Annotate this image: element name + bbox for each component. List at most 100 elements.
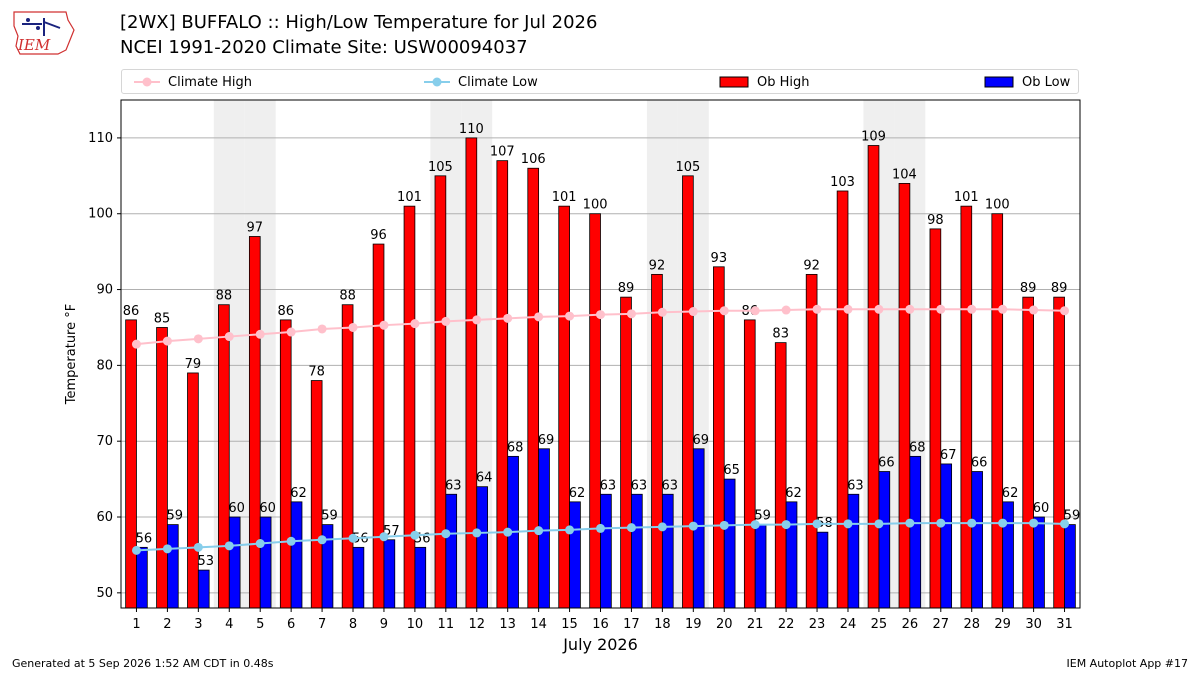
bar-ob-high [991, 213, 1004, 609]
x-tick-label: 14 [530, 617, 547, 632]
y-tick-label: 80 [96, 358, 113, 373]
bar-ob-high [496, 160, 509, 609]
label-ob-high: 79 [185, 357, 202, 372]
climate-low-point [719, 520, 729, 530]
legend-label-climate-high: Climate High [168, 74, 253, 90]
label-ob-low: 67 [940, 448, 957, 463]
bar-ob-high [403, 205, 416, 609]
x-tick-label: 7 [318, 617, 326, 632]
label-ob-low: 56 [136, 531, 153, 546]
x-tick-label: 6 [287, 617, 295, 632]
climate-high-point [843, 304, 853, 314]
bar-ob-low [971, 471, 983, 609]
label-ob-low: 58 [816, 516, 833, 531]
bar-ob-high [310, 380, 323, 609]
label-ob-high: 98 [927, 213, 944, 228]
x-tick-label: 15 [561, 617, 578, 632]
x-tick-label: 22 [778, 617, 795, 632]
label-ob-low: 63 [600, 478, 617, 493]
y-axis-label: Temperature °F [64, 304, 79, 405]
label-ob-low: 59 [1064, 509, 1081, 524]
label-ob-low: 68 [507, 440, 524, 455]
iem-logo-text: IEM [17, 36, 51, 54]
chart-subtitle: NCEI 1991-2020 Climate Site: USW00094037 [120, 37, 528, 58]
label-ob-low: 62 [290, 486, 307, 501]
x-tick-label: 5 [256, 617, 264, 632]
label-ob-low: 63 [662, 478, 679, 493]
climate-low-point [348, 533, 358, 543]
x-tick-label: 18 [654, 617, 671, 632]
climate-high-point [224, 332, 234, 342]
label-ob-high: 97 [247, 220, 264, 235]
bar-ob-low [538, 448, 550, 609]
label-ob-high: 105 [428, 160, 453, 175]
bar-ob-low [383, 539, 396, 609]
bar-ob-low [816, 531, 829, 609]
bar-ob-low [136, 546, 148, 609]
bar-ob-high [1053, 296, 1065, 609]
label-ob-low: 59 [167, 509, 184, 524]
climate-low-point [936, 518, 946, 528]
climate-high-point [472, 315, 482, 325]
bar-ob-high [960, 205, 973, 609]
label-ob-high: 103 [830, 175, 855, 190]
bar-ob-low [445, 493, 458, 609]
label-ob-high: 96 [370, 228, 387, 243]
bar-ob-high [279, 319, 292, 609]
bar-ob-high [867, 145, 880, 609]
bar-ob-high [774, 342, 787, 609]
climate-low-point [472, 528, 482, 538]
label-ob-low: 62 [1002, 486, 1019, 501]
x-tick-label: 23 [809, 617, 826, 632]
climate-high-point [596, 310, 605, 320]
y-tick-label: 60 [96, 510, 113, 525]
label-ob-high: 92 [803, 258, 820, 273]
label-ob-high: 110 [459, 122, 484, 137]
bar-ob-high [898, 183, 911, 609]
bar-ob-high [341, 304, 354, 609]
climate-low-point [905, 518, 915, 528]
bar-ob-high [187, 372, 199, 609]
climate-high-point [936, 304, 946, 314]
label-ob-low: 60 [1033, 501, 1050, 516]
x-tick-label: 9 [380, 617, 388, 632]
label-ob-high: 89 [1051, 281, 1068, 296]
x-tick-label: 11 [438, 617, 455, 632]
legend-label-ob-high: Ob High [757, 74, 810, 90]
climate-low-point [998, 518, 1008, 528]
climate-high-point [534, 312, 544, 322]
label-ob-low: 62 [569, 486, 586, 501]
bar-ob-high [248, 236, 261, 609]
climate-high-point [812, 304, 822, 314]
climate-low-point [967, 518, 977, 528]
climate-low-point [503, 527, 513, 537]
label-ob-high: 105 [675, 160, 700, 175]
bar-ob-high [1022, 296, 1034, 609]
chart-title: [2WX] BUFFALO :: High/Low Temperature fo… [120, 12, 598, 33]
climate-low-point [874, 519, 884, 529]
climate-low-point [193, 542, 203, 552]
label-ob-low: 69 [538, 433, 555, 448]
y-tick-label: 90 [96, 283, 113, 298]
label-ob-low: 69 [692, 433, 709, 448]
climate-high-point [657, 307, 667, 317]
bar-ob-high [156, 327, 168, 609]
iem-logo: IEM [13, 11, 75, 55]
x-tick-label: 24 [840, 617, 857, 632]
climate-high-point [750, 306, 760, 316]
legend-label-ob-low: Ob Low [1022, 74, 1071, 90]
bar-ob-high [372, 243, 385, 609]
x-tick-label: 8 [349, 617, 357, 632]
legend-label-climate-low: Climate Low [458, 74, 538, 90]
climate-low-point [534, 526, 544, 536]
label-ob-high: 101 [397, 190, 422, 205]
bar-ob-low [785, 501, 798, 609]
bar-ob-low [321, 524, 334, 609]
bar-ob-high [713, 266, 725, 609]
bar-ob-high [558, 205, 570, 609]
climate-low-point [1060, 519, 1070, 529]
label-ob-high: 89 [1020, 281, 1037, 296]
bar-ob-low [692, 448, 705, 609]
climate-low-point [750, 520, 760, 530]
